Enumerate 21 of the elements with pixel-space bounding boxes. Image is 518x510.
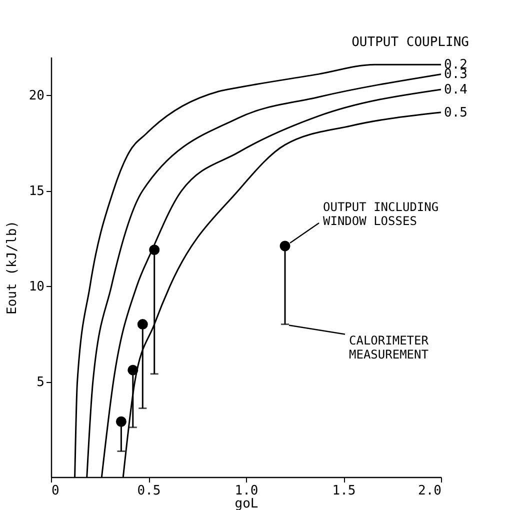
point — [128, 364, 138, 376]
annotation: OUTPUT INCLUDING WINDOW LOSSES — [323, 200, 439, 228]
point — [280, 240, 290, 252]
point — [116, 416, 126, 427]
point — [137, 319, 148, 330]
point — [149, 244, 160, 256]
y-tick-label: 10 — [28, 280, 44, 295]
x-tick-label: 1.0 — [234, 484, 258, 498]
annotation: CALORIMETER MEASUREMENT — [349, 333, 430, 362]
x-tick-label: 1.5 — [332, 484, 356, 498]
y-tick-label: 20 — [28, 88, 44, 104]
series-label: 0.4 — [444, 82, 468, 98]
y-tick-label: 15 — [28, 184, 44, 200]
series-label: 0.5 — [444, 105, 468, 120]
x-tick-label: 2.0 — [418, 484, 442, 498]
x-tick-label: 0.5 — [137, 484, 161, 498]
x-axis-title: goL — [234, 496, 258, 510]
y-tick-label: 5 — [36, 375, 44, 390]
y-axis-title: Eout (kJ/lb) — [4, 220, 20, 314]
legend-title: OUTPUT COUPLING — [352, 35, 470, 50]
x-tick-label: 0 — [52, 484, 60, 498]
